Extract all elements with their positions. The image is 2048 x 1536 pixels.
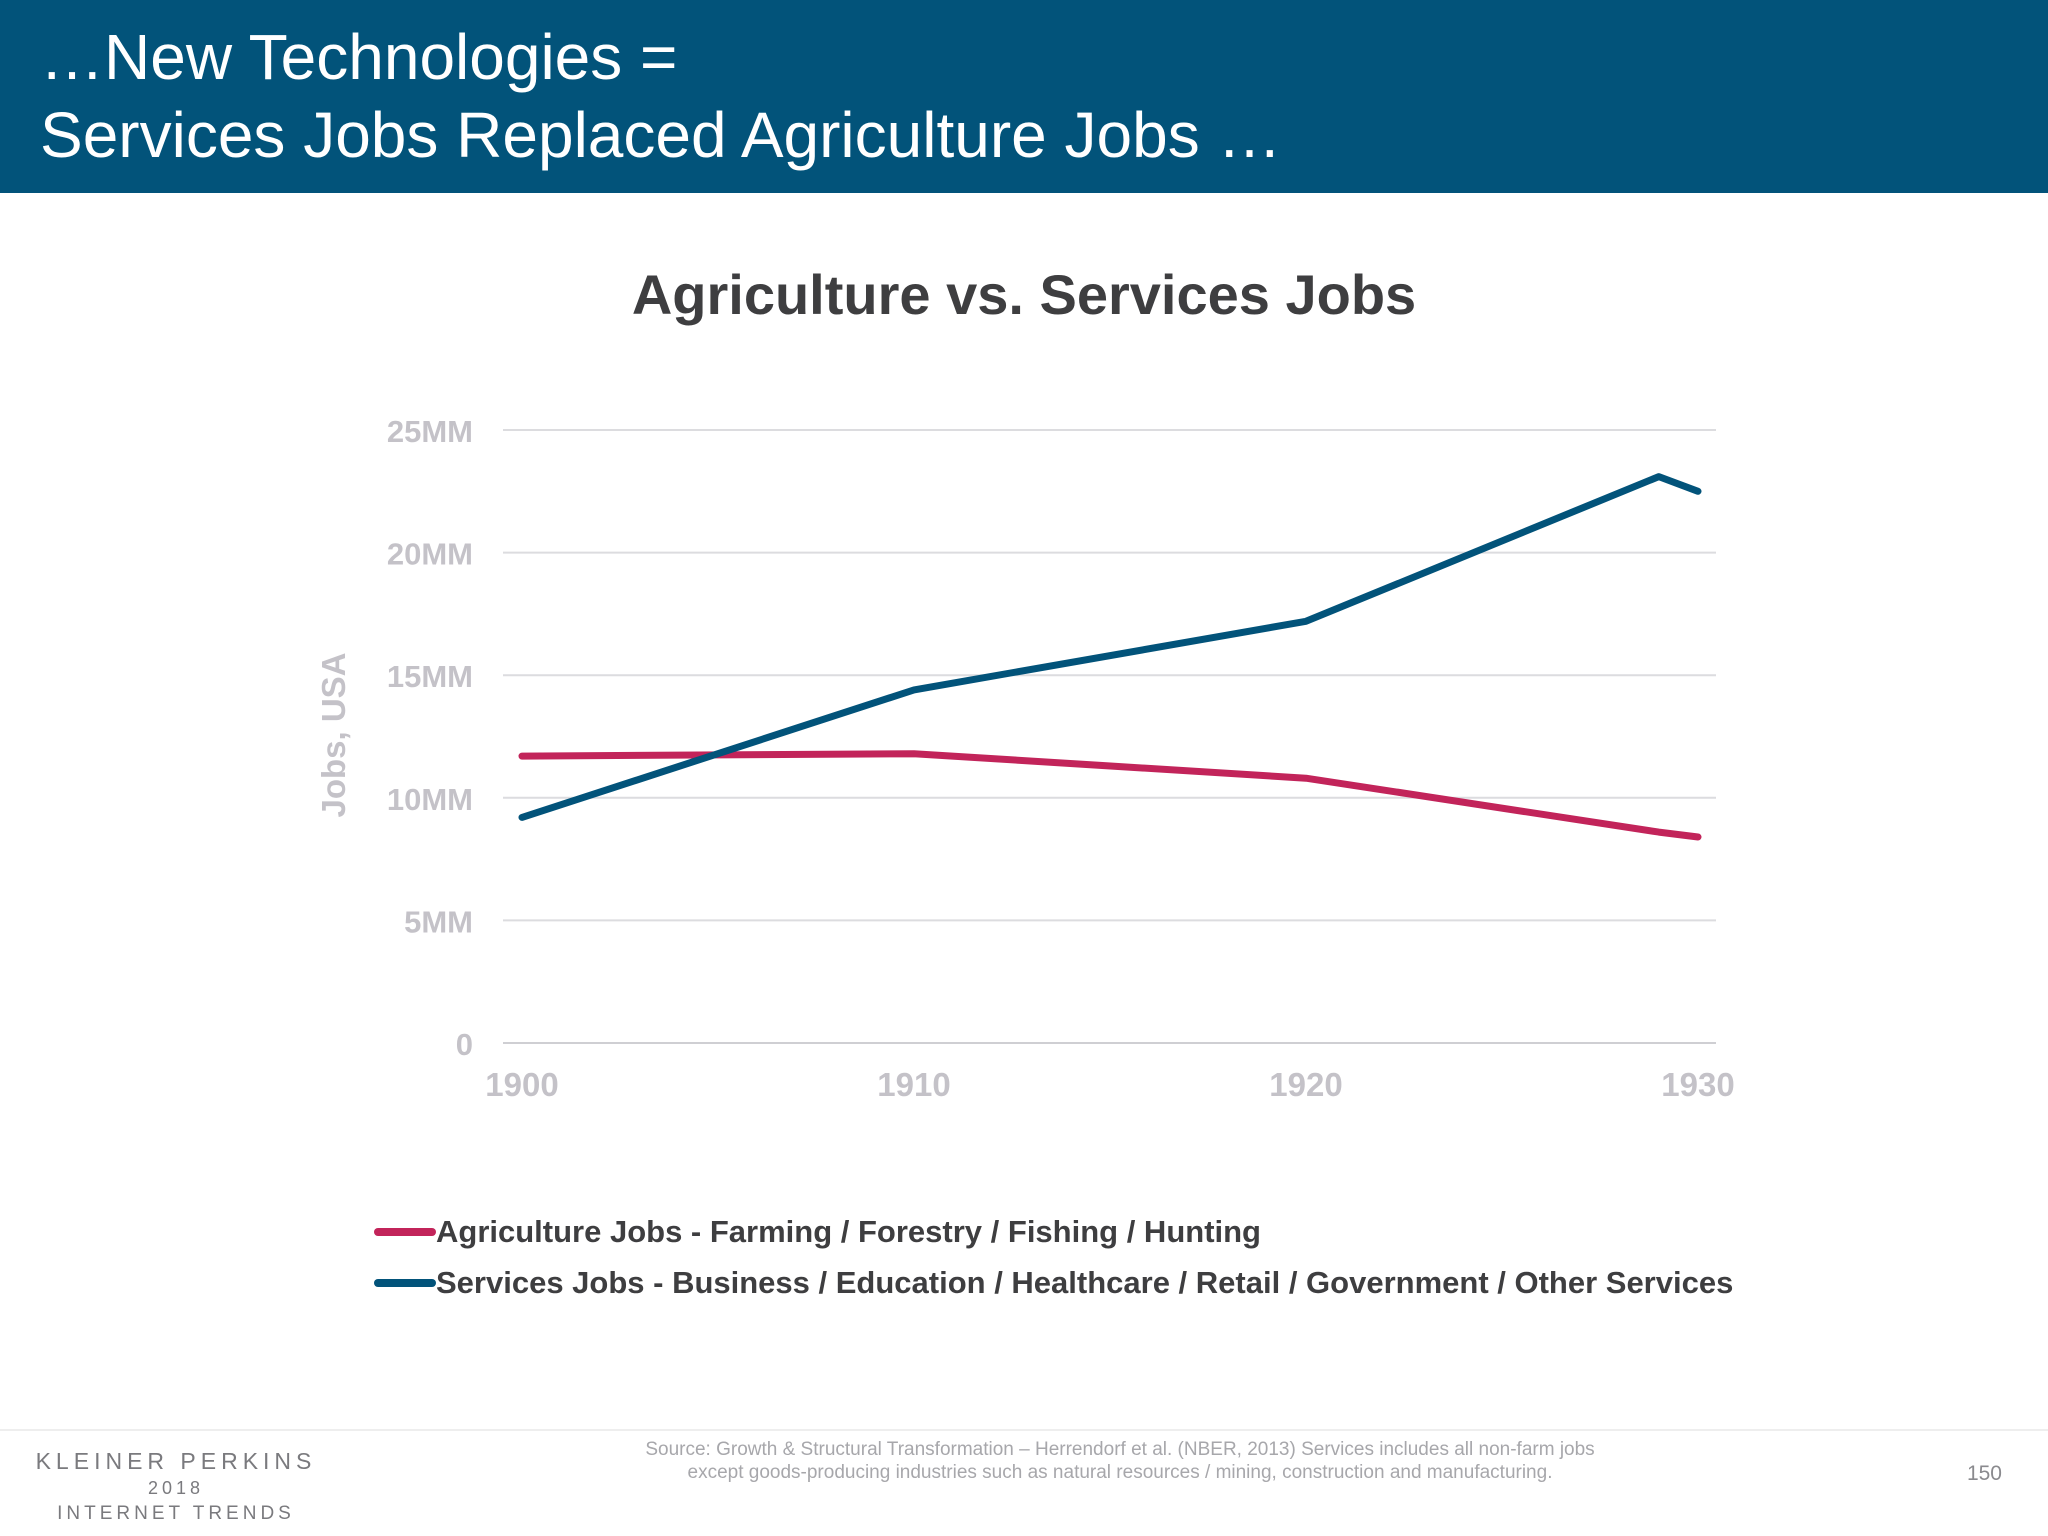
legend-label: Agriculture Jobs - Farming / Forestry / … [436, 1213, 1261, 1249]
footer-divider [0, 1429, 2048, 1431]
x-tick-label: 1920 [1269, 1066, 1342, 1103]
y-tick-label: 5MM [404, 904, 473, 939]
slide-header: …New Technologies = Services Jobs Replac… [0, 0, 2048, 193]
legend-swatch [374, 1227, 436, 1236]
source-note-line-1: Source: Growth & Structural Transformati… [645, 1439, 1595, 1460]
logo-year: 2018 [147, 1478, 205, 1498]
series-line-0 [518, 750, 1702, 841]
y-tick-label: 20MM [387, 537, 473, 572]
series-lines [518, 473, 1702, 841]
logo-report-name: INTERNET TRENDS [57, 1503, 295, 1524]
legend-swatch [374, 1278, 436, 1287]
legend-label: Services Jobs - Business / Education / H… [436, 1264, 1734, 1300]
series-line-1 [518, 473, 1702, 821]
slide-title-line-1: …New Technologies = [40, 21, 678, 93]
legend-item: Agriculture Jobs - Farming / Forestry / … [374, 1206, 1733, 1257]
y-tick-label: 0 [456, 1027, 473, 1062]
y-tick-label: 15MM [387, 659, 473, 694]
x-tick-label: 1910 [877, 1066, 950, 1103]
y-axis-ticks: 0 5MM 10MM 15MM 20MM 25MM [387, 414, 473, 1062]
x-tick-label: 1930 [1661, 1066, 1734, 1103]
page-number: 150 [1966, 1462, 2002, 1485]
source-note-line-2: except goods-producing industries such a… [687, 1462, 1553, 1483]
gridlines [503, 429, 1716, 1044]
y-tick-label: 25MM [387, 414, 473, 449]
chart-title: Agriculture vs. Services Jobs [631, 263, 1417, 326]
y-axis-label: Jobs, USA [315, 652, 352, 817]
y-tick-label: 10MM [387, 782, 473, 817]
chart-legend: Agriculture Jobs - Farming / Forestry / … [374, 1206, 1733, 1308]
x-axis-ticks: 1900 1910 1920 1930 [485, 1066, 1734, 1103]
x-tick-label: 1900 [485, 1066, 558, 1103]
source-note: Source: Growth & Structural Transformati… [560, 1438, 1680, 1484]
slide-title-line-2: Services Jobs Replaced Agriculture Jobs … [40, 99, 1282, 171]
kleiner-perkins-logo: KLEINER PERKINS 2018 INTERNET TRENDS [26, 1446, 326, 1528]
logo-firm-name: KLEINER PERKINS [35, 1448, 317, 1474]
legend-item: Services Jobs - Business / Education / H… [374, 1257, 1733, 1308]
